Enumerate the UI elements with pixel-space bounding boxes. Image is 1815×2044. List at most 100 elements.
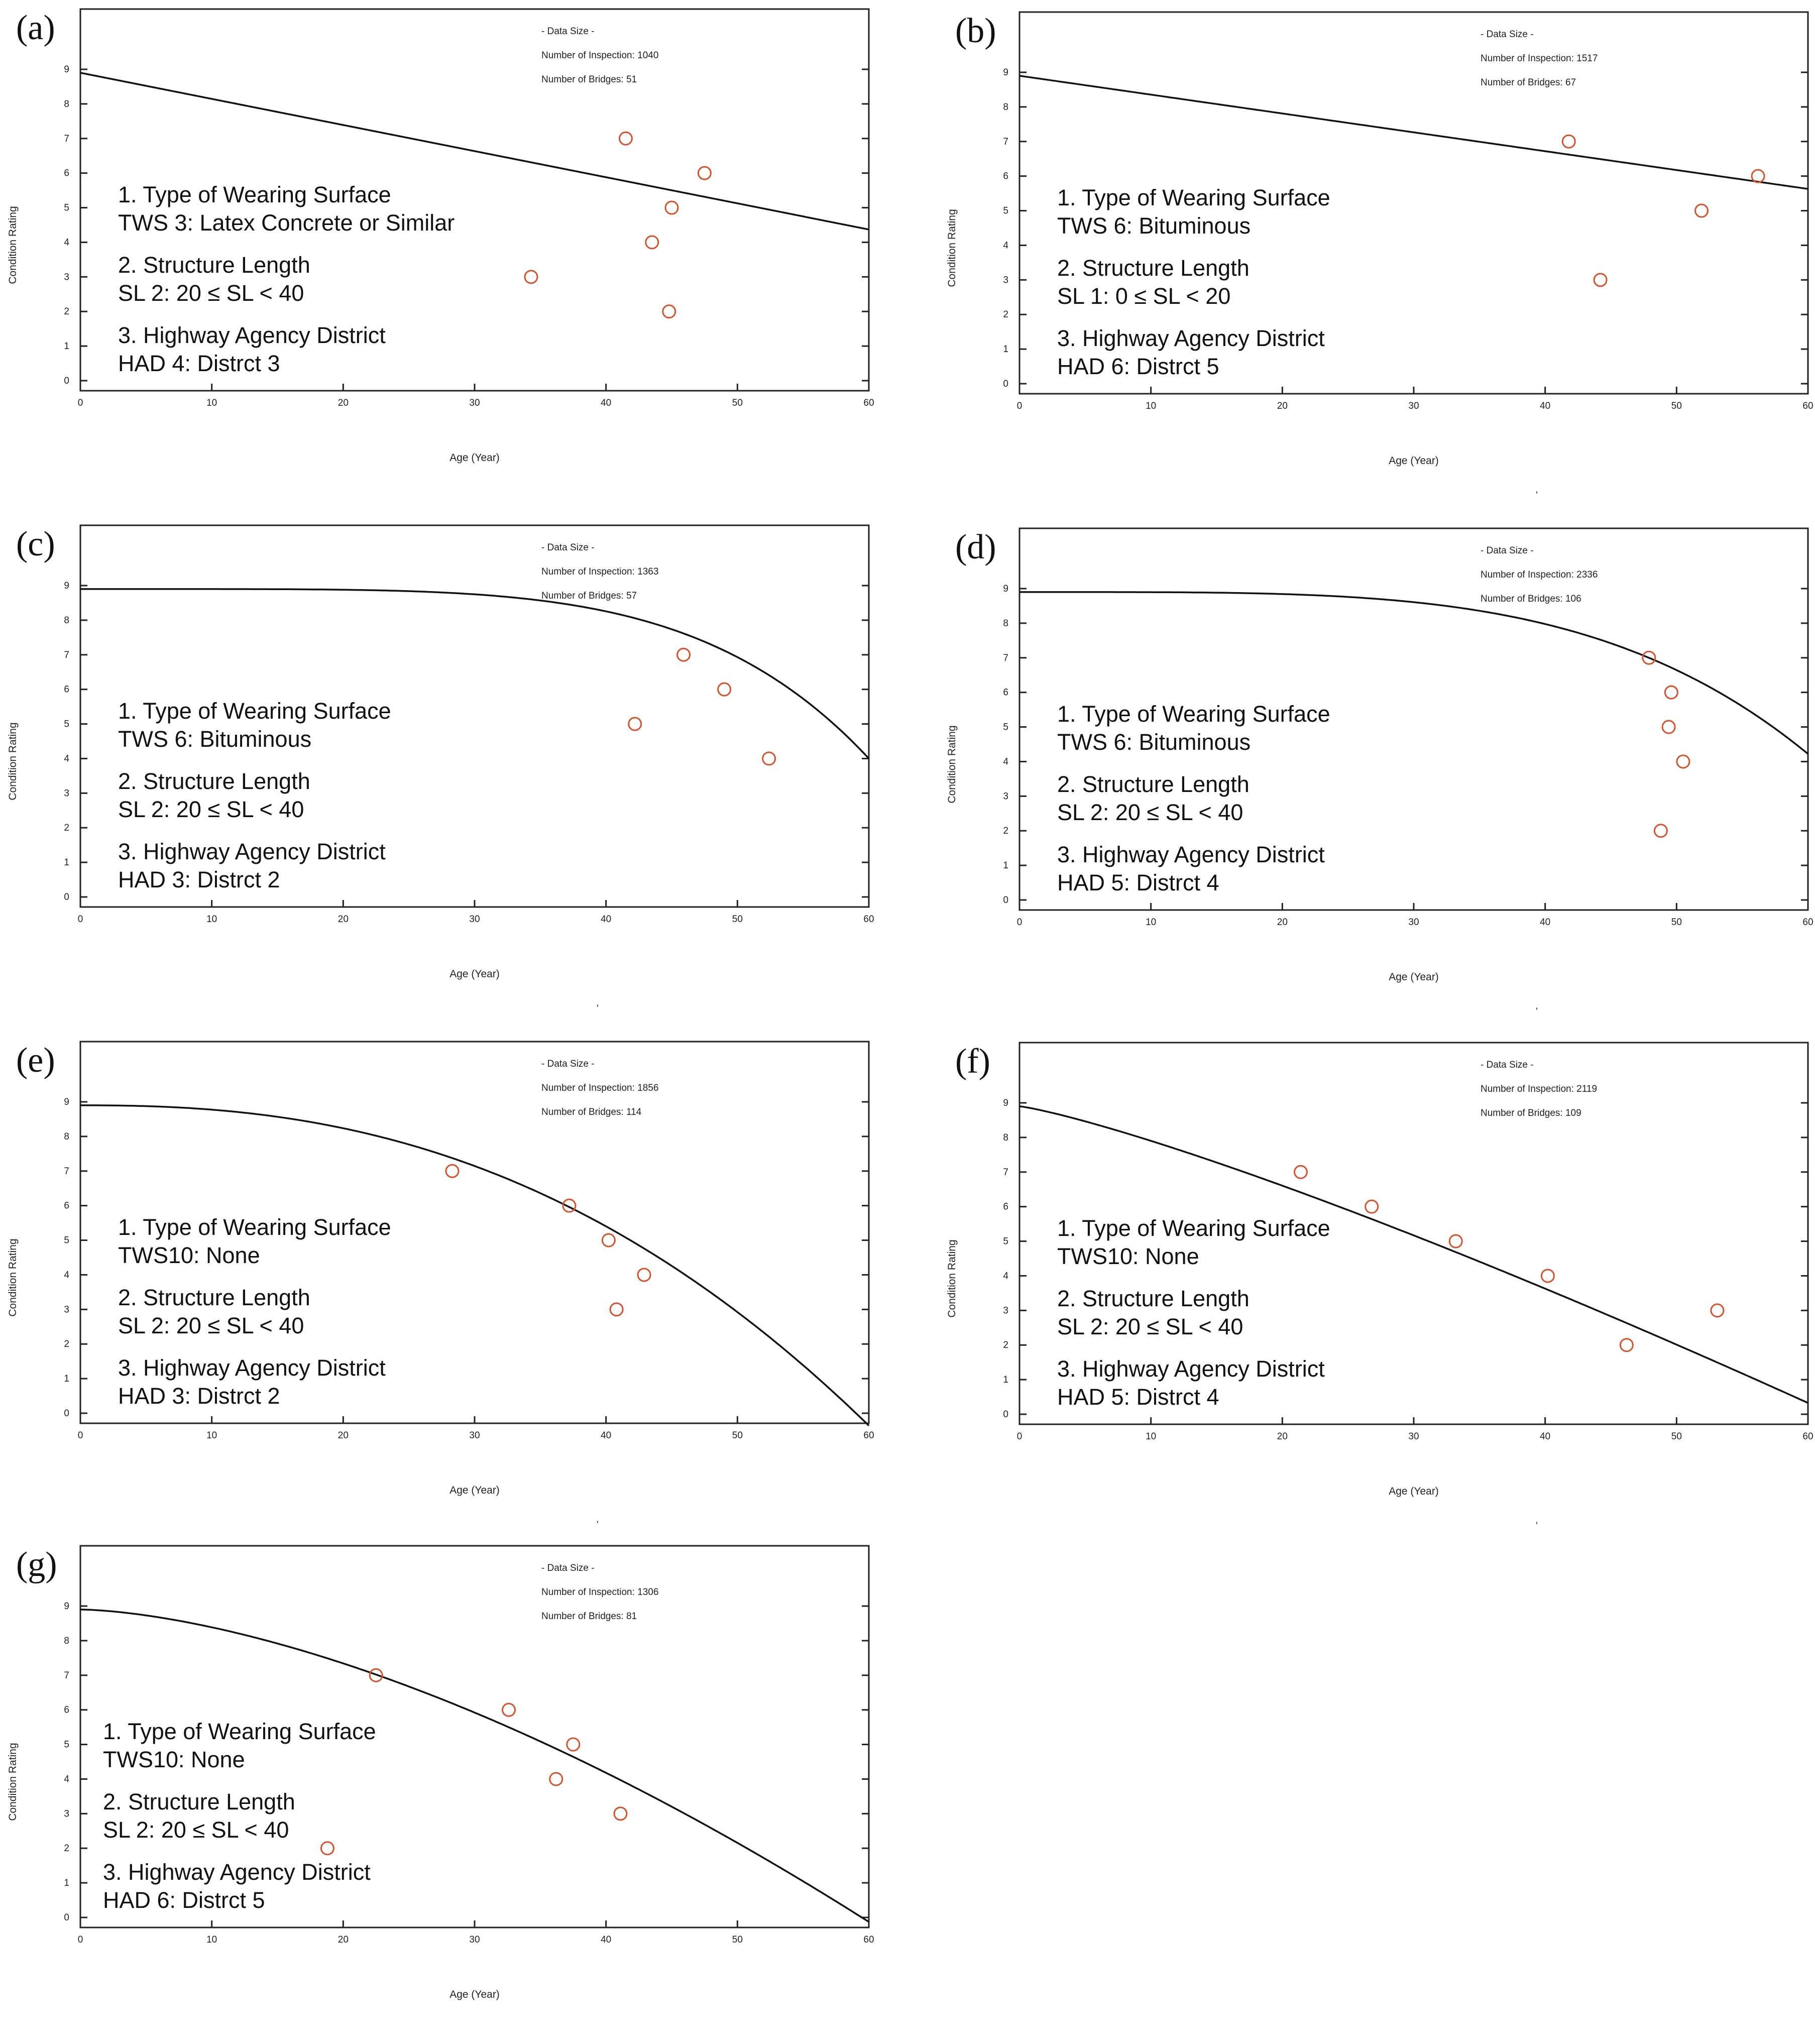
y-tick-label: 0 <box>64 1408 69 1419</box>
data-point <box>618 131 633 146</box>
data-point <box>662 304 676 319</box>
y-tick-label: 8 <box>64 615 69 626</box>
y-tick-label: 3 <box>1003 1305 1008 1316</box>
chart-svg: (a) 0 1 2 3 4 5 6 7 8 9 0 10 20 30 40 50 60 Age (Year) Cond… <box>7 8 874 464</box>
x-tick-label: 50 <box>1671 1431 1682 1442</box>
y-tick-label: 1 <box>64 341 69 352</box>
x-tick-label: 20 <box>1277 917 1288 928</box>
data-size-title: - Data Size - <box>1481 1060 1534 1070</box>
bridge-count: Number of Bridges: 114 <box>541 1107 642 1117</box>
y-tick-label: 2 <box>1003 1340 1008 1350</box>
x-tick-label: 60 <box>863 1430 874 1441</box>
legend-line: 1. Type of Wearing Surface <box>1057 185 1330 210</box>
data-point <box>1619 1338 1634 1352</box>
y-tick-label: 9 <box>64 581 69 591</box>
y-tick-label: 3 <box>1003 275 1008 285</box>
legend-line: SL 2: 20 ≤ SL < 40 <box>1057 800 1243 825</box>
y-tick-label: 2 <box>1003 309 1008 320</box>
y-tick-label: 4 <box>1003 240 1008 251</box>
inspection-count: Number of Inspection: 1363 <box>541 566 658 577</box>
x-axis-label: Age (Year) <box>449 452 500 464</box>
chart-panel-c: (c) 0 1 2 3 4 5 6 7 8 9 0 10 20 30 40 50 60 Age (Year) Cond… <box>0 516 934 1024</box>
y-tick-label: 8 <box>1003 102 1008 112</box>
y-axis-label: Condition Rating <box>7 1743 19 1821</box>
x-tick-label: 30 <box>1408 917 1419 928</box>
legend-line: HAD 3: Distrct 2 <box>118 867 280 892</box>
y-tick-label: 7 <box>1003 1167 1008 1178</box>
x-axis-label: Age (Year) <box>1389 455 1439 467</box>
legend-line: TWS10: None <box>118 1242 260 1268</box>
data-point <box>613 1806 628 1821</box>
data-point <box>1653 824 1668 838</box>
y-tick-label: 3 <box>64 788 69 799</box>
data-point <box>762 751 776 766</box>
data-point <box>369 1668 383 1682</box>
x-tick-label: 40 <box>601 914 611 925</box>
stray-mark: ' <box>1536 490 1538 501</box>
y-tick-label: 5 <box>64 719 69 730</box>
stray-mark: ' <box>597 1520 599 1530</box>
x-tick-label: 10 <box>1146 917 1156 928</box>
stray-mark: ' <box>597 1003 599 1014</box>
y-tick-label: 8 <box>1003 618 1008 629</box>
y-tick-label: 9 <box>64 64 69 75</box>
legend-line: 3. Highway Agency District <box>103 1859 371 1885</box>
y-tick-label: 6 <box>64 168 69 179</box>
y-tick-label: 9 <box>64 1097 69 1107</box>
chart-panel-a: (a) 0 1 2 3 4 5 6 7 8 9 0 10 20 30 40 50 60 Age (Year) Cond… <box>0 0 934 507</box>
chart-svg: (e) 0 1 2 3 4 5 6 7 8 9 0 10 20 30 40 50 60 Age (Year) Cond… <box>7 1041 874 1530</box>
x-tick-label: 40 <box>1540 1431 1550 1442</box>
x-tick-label: 0 <box>78 914 83 925</box>
x-tick-label: 60 <box>1802 1431 1813 1442</box>
legend-line: HAD 6: Distrct 5 <box>103 1887 265 1913</box>
data-point <box>1710 1303 1725 1318</box>
x-tick-label: 50 <box>1671 917 1682 928</box>
data-point <box>1448 1234 1463 1248</box>
legend-line: HAD 4: Distrct 3 <box>118 351 280 376</box>
data-point <box>1751 169 1765 183</box>
legend-line: 1. Type of Wearing Surface <box>103 1719 376 1744</box>
y-tick-label: 5 <box>1003 722 1008 733</box>
x-tick-label: 10 <box>206 914 217 925</box>
data-point <box>1676 754 1690 769</box>
data-point <box>549 1772 563 1786</box>
y-tick-label: 4 <box>1003 1271 1008 1281</box>
fit-curve <box>80 72 869 231</box>
y-tick-label: 8 <box>64 1636 69 1646</box>
y-tick-label: 7 <box>64 650 69 660</box>
legend-line: 3. Highway Agency District <box>1057 842 1325 867</box>
data-size-title: - Data Size - <box>541 1059 595 1069</box>
bridge-count: Number of Bridges: 67 <box>1481 77 1576 88</box>
y-tick-label: 9 <box>1003 1098 1008 1108</box>
legend-line: 3. Highway Agency District <box>118 322 386 348</box>
x-tick-label: 0 <box>1017 1431 1023 1442</box>
data-point <box>445 1164 460 1178</box>
legend-line: 2. Structure Length <box>118 252 310 278</box>
y-tick-label: 0 <box>64 1912 69 1923</box>
inspection-count: Number of Inspection: 1517 <box>1481 53 1598 64</box>
data-point <box>697 166 712 180</box>
legend-line: SL 2: 20 ≤ SL < 40 <box>1057 1314 1243 1339</box>
panel-label: (g) <box>16 1545 57 1584</box>
chart-svg: (c) 0 1 2 3 4 5 6 7 8 9 0 10 20 30 40 50 60 Age (Year) Cond… <box>7 524 874 1014</box>
x-tick-label: 60 <box>1802 917 1813 928</box>
x-tick-label: 50 <box>732 398 743 408</box>
x-tick-label: 30 <box>469 1935 480 1945</box>
x-tick-label: 30 <box>469 1430 480 1441</box>
inspection-count: Number of Inspection: 2336 <box>1481 570 1598 580</box>
legend-line: SL 2: 20 ≤ SL < 40 <box>118 797 304 822</box>
x-tick-label: 40 <box>601 1430 611 1441</box>
data-size-title: - Data Size - <box>1481 29 1534 40</box>
data-size-title: - Data Size - <box>541 26 595 37</box>
fit-curve <box>80 588 870 759</box>
inspection-count: Number of Inspection: 1856 <box>541 1083 658 1093</box>
x-tick-label: 0 <box>1017 917 1023 928</box>
x-axis-label: Age (Year) <box>1389 1486 1439 1497</box>
y-tick-label: 5 <box>1003 1236 1008 1247</box>
x-axis-label: Age (Year) <box>1389 971 1439 983</box>
data-size-title: - Data Size - <box>541 1563 595 1573</box>
fit-curve <box>80 1104 870 1426</box>
legend-line: 2. Structure Length <box>1057 255 1250 281</box>
x-tick-label: 0 <box>78 1430 83 1441</box>
y-tick-label: 3 <box>64 1304 69 1315</box>
